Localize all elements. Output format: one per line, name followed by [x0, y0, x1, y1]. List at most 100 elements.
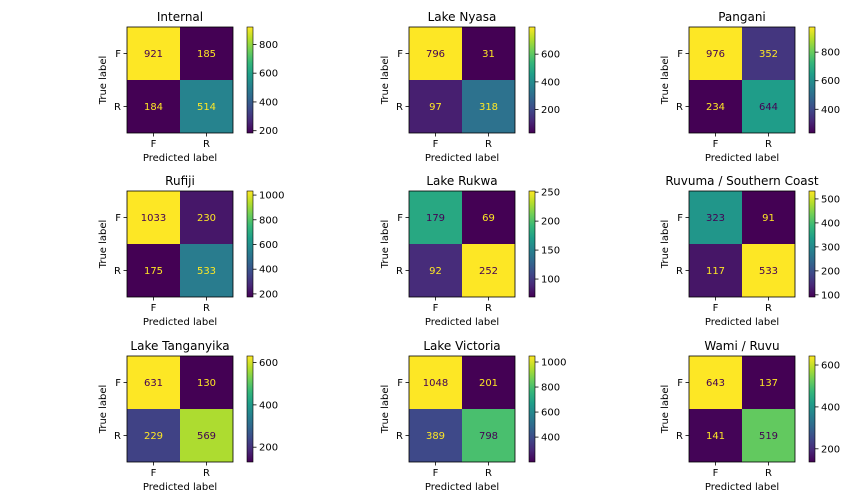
y-axis-label: True label [660, 220, 671, 270]
cell-value-label: 1033 [141, 213, 166, 224]
colorbar-tick-label: 800 [821, 48, 840, 59]
colorbar-tick-label: 300 [821, 242, 840, 253]
cell-value-label: 201 [479, 378, 498, 389]
colorbar-tick-label: 400 [821, 218, 840, 229]
y-tick-label: F [677, 213, 683, 224]
colorbar-tick-label: 200 [821, 444, 840, 455]
matrix-cell [180, 356, 233, 409]
plot-frame [126, 355, 234, 463]
y-tick-label: F [397, 378, 403, 389]
matrix-cell [409, 356, 462, 409]
confusion-matrix-panel: Wami / Ruvu 643 137 141 519 F R F R Predicted lab… [660, 339, 840, 493]
y-tick-label: R [396, 102, 403, 113]
confusion-matrix-panel: Lake Nyasa 796 31 97 318 F R F R Predicted label T… [380, 10, 560, 164]
colorbar-tick-label: 600 [259, 358, 278, 369]
cell-value-label: 252 [479, 266, 498, 277]
y-tick-label: R [396, 431, 403, 442]
colorbar-tick-label: 1000 [259, 191, 284, 202]
x-tick-label: F [713, 139, 719, 150]
cell-value-label: 798 [479, 431, 498, 442]
cell-value-label: 533 [759, 266, 778, 277]
x-tick-label: R [765, 303, 772, 314]
confusion-matrix-panel: Lake Victoria 1048 201 389 798 F R F R Predicted … [380, 339, 566, 493]
colorbar-tick-label: 1000 [541, 358, 566, 369]
y-tick-label: R [676, 266, 683, 277]
x-axis-label: Predicted label [705, 317, 779, 328]
colorbar-tick-label: 800 [259, 215, 278, 226]
matrix-cell [180, 409, 233, 462]
colorbar-tick-label: 500 [821, 194, 840, 205]
colorbar-tick-label: 400 [821, 402, 840, 413]
y-axis-label: True label [98, 56, 109, 106]
y-axis-label: True label [380, 56, 391, 106]
colorbar-tick-label: 400 [259, 265, 278, 276]
colorbar [528, 26, 536, 134]
matrix-cell [742, 80, 795, 133]
colorbar-tick-label: 200 [541, 217, 560, 228]
colorbar-tick-label: 400 [259, 97, 278, 108]
cell-value-label: 117 [706, 266, 725, 277]
cell-value-label: 976 [706, 49, 725, 60]
cell-value-label: 230 [197, 213, 216, 224]
panel-title: Lake Tanganyika [130, 339, 229, 353]
plot-frame [126, 26, 234, 134]
colorbar-tick-label: 200 [259, 443, 278, 454]
matrix-cell [462, 356, 515, 409]
plot-frame [688, 190, 796, 298]
panel-title: Pangani [718, 10, 766, 24]
x-axis-label: Predicted label [425, 153, 499, 164]
colorbar-tick-label: 150 [541, 246, 560, 257]
colorbar-tick-label: 100 [541, 275, 560, 286]
panel-title: Wami / Ruvu [704, 339, 779, 353]
cell-value-label: 389 [426, 431, 445, 442]
y-axis-label: True label [380, 385, 391, 435]
y-tick-label: F [677, 378, 683, 389]
cell-value-label: 229 [144, 431, 163, 442]
colorbar-tick-label: 400 [541, 433, 560, 444]
x-tick-label: F [433, 468, 439, 479]
x-tick-label: F [433, 303, 439, 314]
x-axis-label: Predicted label [705, 482, 779, 493]
matrix-cell [127, 27, 180, 80]
panel-title: Ruvuma / Southern Coast [665, 174, 819, 188]
x-axis-label: Predicted label [425, 317, 499, 328]
matrix-cell [689, 191, 742, 244]
x-axis-label: Predicted label [143, 317, 217, 328]
colorbar-tick-label: 200 [259, 289, 278, 300]
panel-title: Lake Victoria [423, 339, 500, 353]
y-tick-label: F [115, 49, 121, 60]
y-axis-label: True label [98, 385, 109, 435]
colorbar-tick-label: 400 [541, 77, 560, 88]
colorbar [246, 355, 254, 463]
cell-value-label: 141 [706, 431, 725, 442]
colorbar-tick-label: 600 [541, 50, 560, 61]
x-tick-label: R [203, 139, 210, 150]
matrix-cell [689, 27, 742, 80]
x-tick-label: F [713, 468, 719, 479]
x-axis-label: Predicted label [705, 153, 779, 164]
y-axis-label: True label [380, 220, 391, 270]
colorbar-tick-label: 600 [259, 69, 278, 80]
colorbar [808, 190, 816, 298]
cell-value-label: 519 [759, 431, 778, 442]
matrix-cell [409, 191, 462, 244]
cell-value-label: 352 [759, 49, 778, 60]
matrix-cell [742, 409, 795, 462]
plot-frame [126, 190, 234, 298]
cell-value-label: 533 [197, 266, 216, 277]
colorbar-tick-label: 200 [821, 266, 840, 277]
cell-value-label: 921 [144, 49, 163, 60]
matrix-cell [689, 409, 742, 462]
matrix-cell [180, 191, 233, 244]
plot-frame [408, 26, 516, 134]
confusion-matrix-panel: Internal 921 185 184 514 F R F R Predicted label T… [98, 10, 278, 164]
x-axis-label: Predicted label [143, 153, 217, 164]
matrix-cell [127, 191, 180, 244]
colorbar-tick-label: 400 [821, 105, 840, 116]
panel-title: Internal [157, 10, 203, 24]
cell-value-label: 644 [759, 102, 778, 113]
y-axis-label: True label [660, 385, 671, 435]
cell-value-label: 179 [426, 213, 445, 224]
cell-value-label: 631 [144, 378, 163, 389]
matrix-cell [409, 80, 462, 133]
